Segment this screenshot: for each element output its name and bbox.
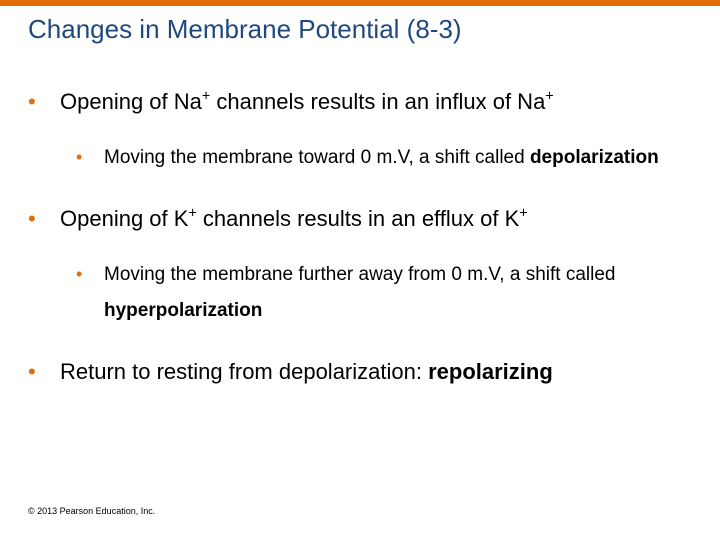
bold-term: repolarizing (428, 359, 553, 384)
text-run: Opening of K (60, 206, 188, 231)
superscript: + (188, 206, 196, 222)
bullet-text: Opening of Na+ channels results in an in… (60, 85, 554, 118)
copyright-notice: © 2013 Pearson Education, Inc. (28, 506, 155, 516)
slide-title: Changes in Membrane Potential (8-3) (0, 6, 720, 45)
superscript: + (202, 89, 210, 105)
slide-content: • Opening of Na+ channels results in an … (0, 45, 720, 388)
bullet-marker: • (28, 85, 60, 118)
bullet-marker: • (76, 257, 104, 329)
bullet-text: Return to resting from depolarization: r… (60, 355, 553, 388)
bullet-marker: • (28, 202, 60, 235)
text-run: channels results in an influx of Na (210, 89, 545, 114)
text-run: Opening of Na (60, 89, 202, 114)
bullet-text: Moving the membrane toward 0 m.V, a shif… (104, 140, 659, 176)
text-run: Moving the membrane toward 0 m.V, a shif… (104, 147, 530, 168)
text-run: Return to resting from depolarization: (60, 359, 428, 384)
text-run: channels results in an efflux of K (197, 206, 519, 231)
bullet-text: Opening of K+ channels results in an eff… (60, 202, 528, 235)
bullet-level1: • Opening of K+ channels results in an e… (28, 202, 692, 235)
bold-term: hyperpolarization (104, 300, 262, 321)
superscript: + (545, 89, 553, 105)
text-run: Moving the membrane further away from 0 … (104, 264, 615, 285)
superscript: + (519, 206, 527, 222)
bullet-level1: • Opening of Na+ channels results in an … (28, 85, 692, 118)
bold-term: depolarization (530, 147, 659, 168)
bullet-marker: • (28, 355, 60, 388)
bullet-marker: • (76, 140, 104, 176)
bullet-level2: • Moving the membrane further away from … (76, 257, 692, 329)
bullet-level2: • Moving the membrane toward 0 m.V, a sh… (76, 140, 692, 176)
bullet-level1: • Return to resting from depolarization:… (28, 355, 692, 388)
bullet-text: Moving the membrane further away from 0 … (104, 257, 692, 329)
